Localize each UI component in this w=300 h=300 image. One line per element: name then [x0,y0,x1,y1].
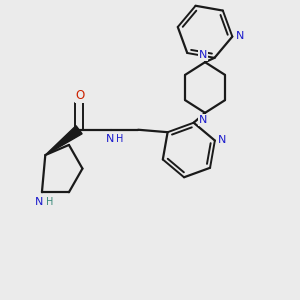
Text: H: H [46,197,53,207]
Text: N: N [199,115,208,125]
Polygon shape [45,126,82,155]
Text: N: N [236,31,244,41]
Text: N: N [106,134,114,144]
Text: N: N [218,134,226,145]
Text: O: O [76,89,85,102]
Text: N: N [199,50,208,60]
Text: H: H [116,134,123,144]
Text: N: N [35,197,44,207]
